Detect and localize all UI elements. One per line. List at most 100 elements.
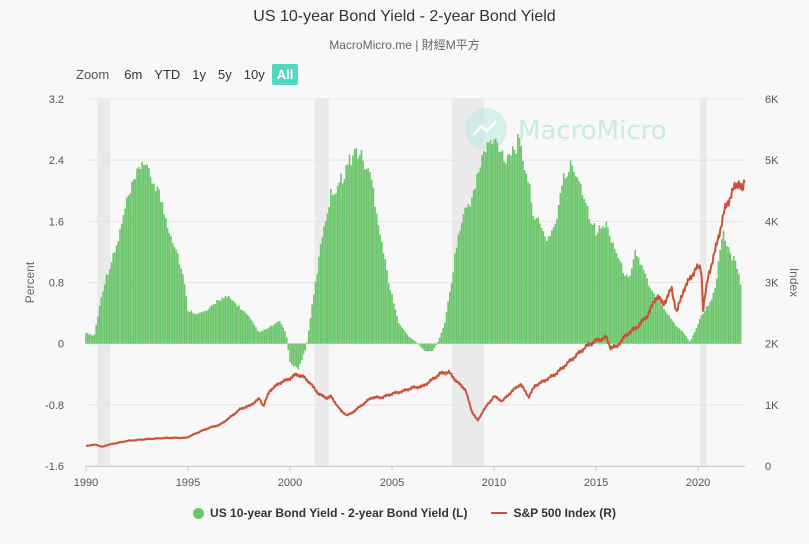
range-button-10y[interactable]: 10y: [243, 67, 265, 82]
spread-bar: [321, 237, 324, 344]
spread-bar: [455, 247, 458, 344]
spread-bar: [314, 281, 317, 344]
spread-bar: [209, 306, 211, 344]
spread-bar: [112, 253, 115, 344]
spread-bar: [494, 138, 497, 344]
spread-bar: [222, 298, 225, 344]
spread-bar: [654, 297, 657, 344]
spread-bar: [241, 310, 244, 344]
spread-bar: [144, 164, 147, 344]
spread-bar: [287, 343, 290, 351]
range-button-5y[interactable]: 5y: [218, 67, 232, 82]
spread-bar: [522, 161, 524, 344]
range-button-ytd[interactable]: YTD: [154, 67, 181, 82]
spread-bar: [163, 214, 166, 344]
spread-bar: [670, 318, 672, 344]
spread-bar: [717, 261, 720, 344]
spread-bar: [294, 343, 296, 367]
left-axis-tick-label: 0: [58, 339, 64, 351]
right-axis-tick-label: 0: [765, 461, 771, 473]
spread-bar: [347, 164, 349, 344]
spread-bar: [612, 242, 614, 344]
spread-bar: [166, 228, 169, 344]
spread-bar: [126, 197, 128, 344]
spread-bar: [530, 202, 533, 344]
spread-bar: [194, 313, 196, 344]
spread-bar: [578, 181, 580, 344]
spread-bar: [105, 274, 108, 344]
spread-bar: [350, 165, 353, 344]
spread-bar: [392, 303, 395, 344]
spread-bar: [591, 224, 594, 344]
spread-bar: [426, 343, 429, 352]
spread-bar: [253, 325, 256, 344]
spread-bar: [256, 330, 259, 344]
spread-bar: [588, 219, 591, 344]
spread-bar: [443, 322, 446, 344]
spread-bar: [336, 186, 339, 344]
spread-bar: [437, 341, 439, 344]
spread-bar: [605, 221, 608, 344]
spread-bar: [367, 168, 370, 344]
spread-bar: [158, 189, 160, 344]
spread-bar: [136, 168, 138, 344]
spread-bar: [379, 234, 381, 344]
right-axis-tick-label: 1K: [765, 400, 779, 412]
left-axis-title: Percent: [23, 261, 37, 303]
spread-bar: [738, 274, 740, 344]
spread-bar: [693, 332, 696, 344]
spread-bar: [205, 310, 208, 344]
spread-bar: [265, 329, 268, 344]
spread-bar: [477, 172, 480, 344]
range-button-6m[interactable]: 6m: [124, 67, 143, 82]
legend-item-sp500[interactable]: S&P 500 Index (R): [491, 506, 616, 520]
spread-bar: [704, 311, 706, 344]
spread-bar: [389, 289, 392, 344]
spread-bar: [302, 343, 305, 355]
spread-bar: [736, 268, 738, 344]
spread-bar: [466, 207, 468, 344]
spread-bar: [85, 333, 87, 344]
spread-bar: [595, 235, 597, 344]
spread-bar: [233, 301, 235, 344]
spread-bar: [634, 249, 636, 344]
spread-bar: [511, 146, 514, 344]
range-button-1y[interactable]: 1y: [192, 67, 207, 82]
range-button-all[interactable]: All: [271, 64, 299, 85]
zoom-label: Zoom: [76, 67, 110, 82]
spread-bar: [360, 150, 363, 344]
spread-bar: [653, 293, 655, 344]
spread-bar: [598, 225, 601, 344]
spread-bar: [484, 152, 487, 344]
spread-bar: [540, 228, 543, 344]
spread-bar: [119, 229, 121, 344]
spread-bar: [688, 341, 691, 344]
spread-bar: [406, 334, 409, 344]
spread-bar: [433, 343, 436, 348]
spread-bar: [183, 284, 186, 344]
spread-bar: [204, 310, 206, 344]
spread-bar: [192, 313, 194, 344]
spread-bar: [199, 312, 201, 344]
spread-bar: [732, 256, 735, 344]
spread-bar: [331, 195, 334, 344]
spread-bar: [554, 223, 557, 344]
spread-bar: [432, 343, 434, 351]
spread-bar: [153, 183, 155, 344]
spread-bar: [503, 161, 506, 344]
legend-item-yield-spread[interactable]: US 10-year Bond Yield - 2-year Bond Yiel…: [193, 506, 467, 520]
spread-bar: [664, 311, 667, 344]
spread-bar: [576, 177, 579, 344]
spread-bar: [93, 334, 96, 344]
spread-bar: [566, 176, 568, 344]
spread-bar: [296, 343, 298, 368]
spread-bar: [739, 284, 742, 344]
spread-bar: [214, 303, 217, 344]
spread-bar: [248, 316, 251, 344]
spread-bar: [338, 182, 341, 344]
spread-bar: [340, 173, 342, 344]
spread-bar: [355, 148, 358, 344]
spread-bar: [311, 304, 313, 344]
spread-bar: [724, 240, 727, 344]
spread-bar: [132, 179, 135, 344]
